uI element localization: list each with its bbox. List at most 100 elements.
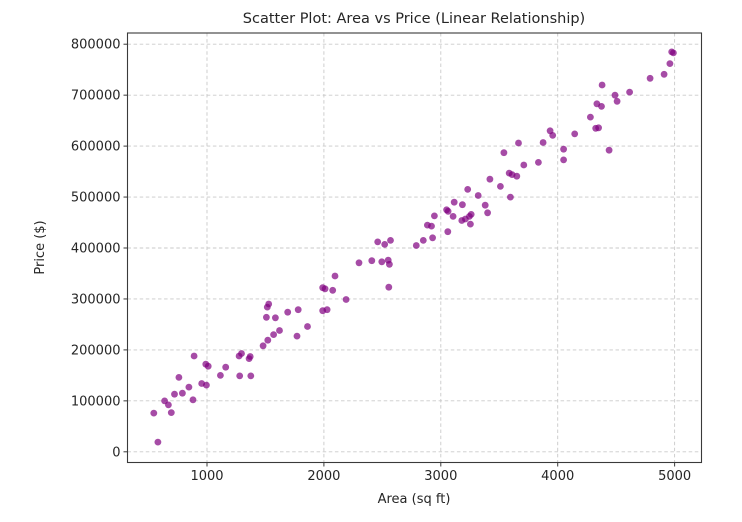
data-point (412, 242, 420, 249)
data-point (560, 156, 567, 164)
x-tick-label: 5000 (658, 469, 691, 484)
data-point (513, 172, 521, 180)
data-point (165, 401, 172, 409)
data-point (428, 222, 435, 230)
data-point (500, 149, 508, 157)
data-point (204, 362, 212, 370)
data-point (611, 91, 619, 99)
data-point (238, 350, 245, 357)
data-point (598, 81, 606, 89)
y-tick-label: 800000 (71, 38, 121, 53)
data-point (185, 383, 193, 391)
data-point (464, 186, 472, 193)
data-point (270, 331, 277, 338)
data-point (321, 285, 329, 293)
data-point (189, 396, 197, 404)
chart-title: Scatter Plot: Area vs Price (Linear Rela… (243, 11, 585, 27)
scatter-points (150, 48, 677, 446)
data-point (179, 389, 186, 397)
data-point (276, 327, 283, 334)
data-point (293, 332, 301, 340)
data-point (385, 283, 393, 291)
data-point (331, 272, 339, 280)
data-point (515, 139, 522, 147)
data-point (459, 201, 466, 209)
data-point (368, 257, 376, 265)
x-tick-label: 1000 (190, 469, 223, 484)
data-point (387, 237, 394, 244)
data-point (598, 103, 605, 110)
data-point (304, 323, 311, 330)
data-point (571, 130, 579, 138)
y-tick-label: 500000 (71, 191, 121, 206)
data-point (236, 372, 244, 380)
y-tick-label: 100000 (71, 394, 121, 409)
data-point (247, 372, 255, 380)
data-point (431, 212, 438, 220)
data-point (520, 161, 528, 169)
y-tick-label: 200000 (71, 343, 121, 358)
data-point (507, 193, 514, 201)
y-axis-label: Price ($) (33, 220, 48, 274)
data-point (294, 306, 302, 314)
x-tick-label: 3000 (424, 469, 457, 484)
data-point (467, 220, 474, 228)
data-point (467, 211, 475, 218)
data-point (246, 353, 254, 360)
data-point (263, 313, 270, 321)
y-tick-labels: 0 100000 200000 300000 400000 500000 600000 700… (71, 38, 121, 461)
grid-lines (127, 33, 702, 463)
data-point (167, 409, 175, 416)
data-point (272, 314, 279, 322)
data-point (190, 352, 198, 360)
data-point (342, 296, 350, 303)
data-point (497, 183, 504, 190)
data-point (539, 139, 547, 146)
data-point (323, 306, 331, 314)
data-point (154, 438, 162, 446)
data-point (265, 300, 273, 308)
data-point (595, 124, 602, 132)
y-tick-label: 0 (112, 445, 120, 460)
y-tick-label: 400000 (71, 242, 121, 257)
data-point (549, 132, 557, 139)
data-point (481, 201, 489, 209)
data-point (355, 259, 363, 267)
data-point (264, 336, 272, 344)
data-point (419, 237, 427, 244)
x-tick-label: 4000 (541, 469, 574, 484)
data-point (486, 175, 494, 183)
data-point (175, 374, 183, 381)
data-point (329, 286, 337, 294)
data-point (259, 342, 267, 350)
y-tick-label: 700000 (71, 89, 121, 104)
data-point (670, 49, 677, 57)
data-point (217, 372, 224, 379)
data-point (150, 409, 158, 417)
data-point (484, 209, 491, 217)
data-point (474, 192, 482, 199)
data-point (535, 159, 542, 166)
y-tick-label: 600000 (71, 140, 121, 155)
data-point (560, 145, 567, 153)
data-point (429, 234, 436, 242)
data-point (284, 308, 292, 316)
data-point (374, 238, 382, 246)
data-point (444, 228, 452, 236)
x-tick-label: 2000 (307, 469, 340, 484)
data-point (605, 146, 613, 154)
data-point (646, 74, 654, 82)
data-point (587, 113, 594, 121)
data-point (660, 70, 668, 78)
data-point (381, 241, 389, 248)
data-point (171, 390, 178, 398)
data-point (378, 258, 386, 266)
data-point (613, 97, 621, 105)
data-point (626, 88, 633, 96)
data-point (449, 213, 457, 220)
data-point (444, 207, 452, 215)
data-point (666, 60, 674, 67)
data-point (386, 260, 393, 268)
